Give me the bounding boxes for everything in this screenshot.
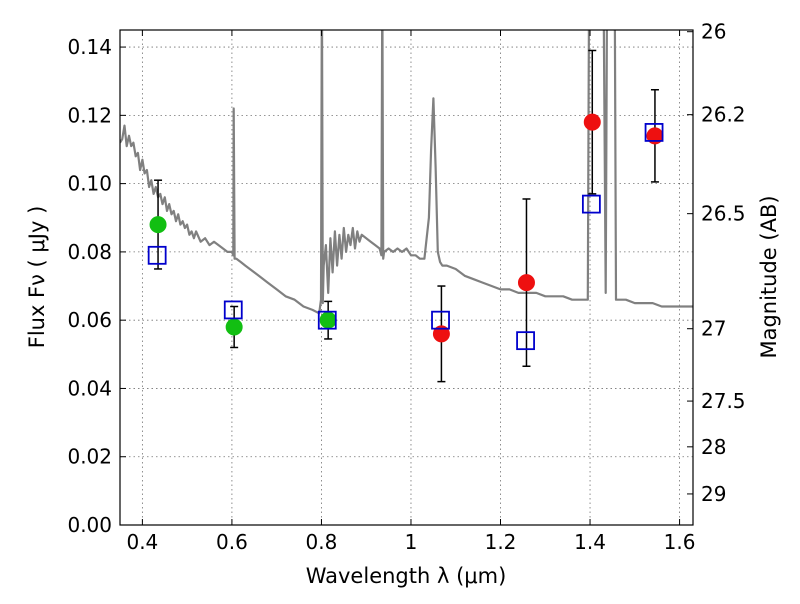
y-tick-label: 0.02	[67, 445, 112, 469]
model-point-square	[644, 123, 664, 142]
axis-layer: 0.4 0.6 0.8 1 1.2 1.4 1.6 0.00 0.02 0.04 0.06 0.08 0…	[67, 20, 745, 554]
plot-frame	[119, 29, 694, 526]
model-point-square	[516, 331, 535, 351]
x-axis-label: Wavelength λ (μm)	[306, 564, 507, 588]
data-point-circle	[432, 325, 450, 343]
x-tick-label: 0.4	[126, 530, 158, 554]
y2-tick-label: 27.5	[701, 389, 746, 413]
y2-tick-label: 27	[701, 317, 726, 341]
data-point-circle	[517, 274, 535, 292]
data-point-circle	[149, 216, 167, 234]
y-tick-label: 0.10	[67, 172, 112, 196]
x-tick-label: 1.6	[664, 530, 696, 554]
x-tick-label: 0.6	[216, 530, 248, 554]
model-point-square	[581, 194, 601, 214]
y-tick-label: 0.00	[67, 513, 112, 537]
x-tick-label: 1.4	[574, 530, 606, 554]
y-tick-label: 0.12	[67, 103, 112, 127]
y-tick-label: 0.08	[67, 240, 112, 264]
y-axis-label: Flux Fν ( μJy )	[25, 206, 49, 349]
model-point-square	[223, 300, 243, 320]
series-layer	[120, 30, 693, 383]
model-point-square	[147, 245, 167, 265]
y-tick-label: 0.04	[67, 376, 112, 400]
y2-axis-label: Magnitude (AB)	[757, 195, 781, 358]
y2-tick-label: 26.2	[701, 103, 746, 127]
model-point-square	[317, 310, 337, 330]
y2-tick-label: 26	[701, 20, 726, 44]
x-tick-label: 1	[405, 530, 418, 554]
model-spectrum-line	[120, 30, 693, 315]
y-tick-label: 0.14	[67, 35, 112, 59]
y2-tick-label: 28	[701, 435, 726, 459]
data-point-circle	[319, 311, 337, 329]
data-point-circle	[583, 113, 601, 131]
data-point-circle	[225, 318, 243, 336]
y2-tick-label: 29	[701, 482, 726, 506]
y-tick-label: 0.06	[67, 308, 112, 332]
x-tick-label: 0.8	[306, 530, 338, 554]
y2-tick-label: 26.5	[701, 202, 746, 226]
x-tick-label: 1.2	[485, 530, 517, 554]
model-point-square	[431, 310, 450, 330]
